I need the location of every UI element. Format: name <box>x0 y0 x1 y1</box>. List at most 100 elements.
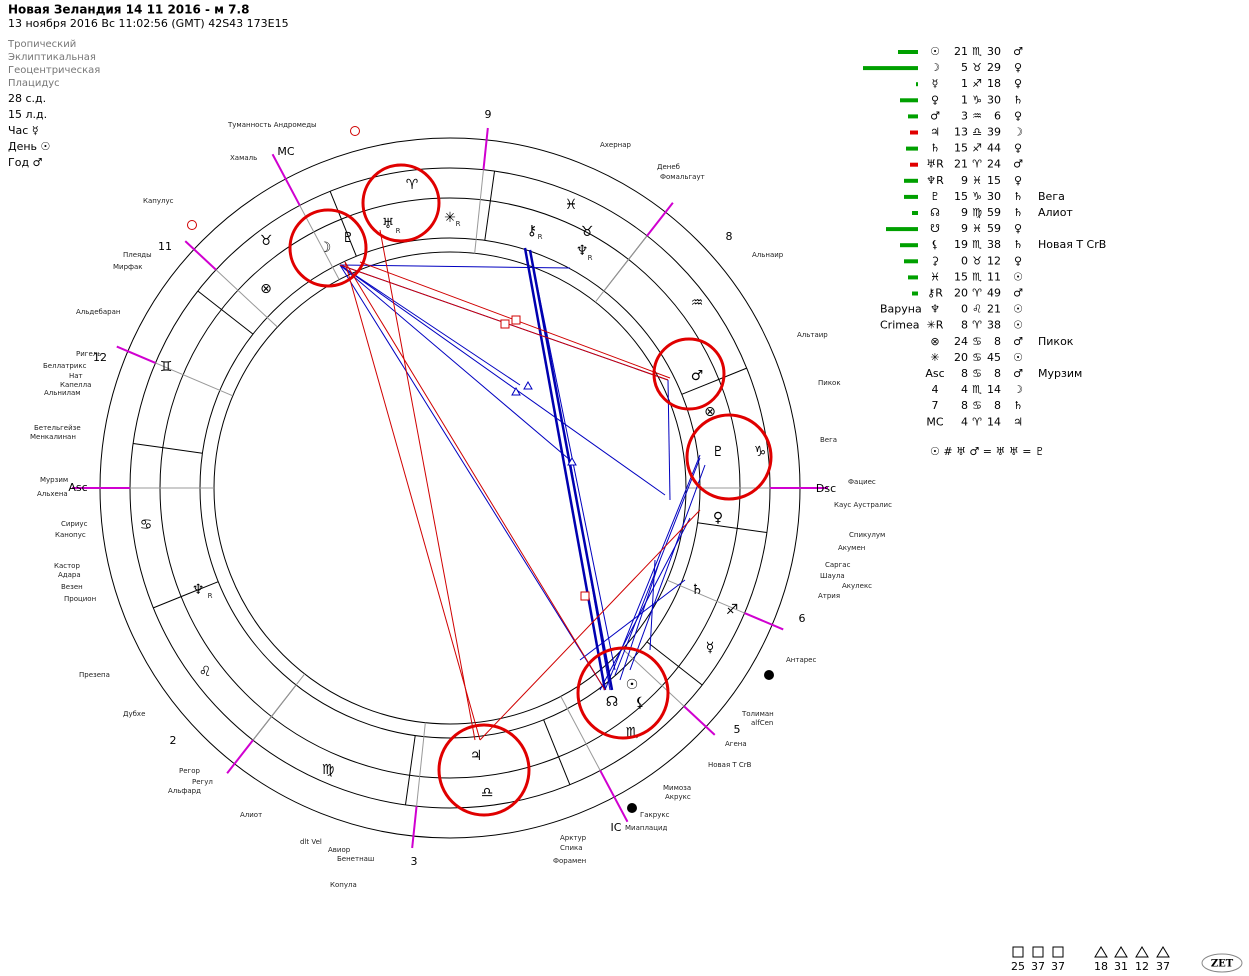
aspect-filter-icon[interactable] <box>1094 946 1108 958</box>
row-sign: ♏ <box>972 383 982 396</box>
logo-frame <box>1201 953 1243 973</box>
house-cusp <box>594 235 648 303</box>
row-min: 49 <box>987 287 1001 300</box>
row-glyph: ☋ <box>930 222 940 235</box>
star-label: Вега <box>820 436 837 444</box>
planet-glyph: ♅ <box>382 216 395 232</box>
strength-bar <box>908 114 918 119</box>
planet-glyph: ♄ <box>691 582 704 598</box>
planet-glyph: R <box>456 220 461 228</box>
house-cusp <box>560 696 601 771</box>
row-sign: ♓ <box>972 222 982 235</box>
strength-bar <box>906 146 918 151</box>
aspect-line <box>528 249 614 691</box>
sign-glyph: ♋ <box>140 517 153 533</box>
row-min: 38 <box>987 319 1001 332</box>
row-deg: 1 <box>961 93 968 106</box>
star-label: Бенетнаш <box>337 855 374 863</box>
row-min: 38 <box>987 238 1001 251</box>
sign-boundary <box>221 309 254 335</box>
row-sign: ♉ <box>972 61 982 74</box>
logo: ZET <box>1211 959 1234 970</box>
wheel-ring <box>159 197 741 779</box>
setting: Плацидус <box>8 78 60 89</box>
row-glyph: ☉ <box>930 45 940 58</box>
setting: Эклиптикальная <box>8 52 96 63</box>
row-min: 8 <box>994 367 1001 380</box>
star-label: Акрукс <box>665 793 691 801</box>
row-ruler: ♃ <box>1013 415 1023 428</box>
subtitle: 13 ноября 2016 Вс 11:02:56 (GMT) 42S43 1… <box>8 17 289 30</box>
row-min: 15 <box>987 174 1001 187</box>
sign-glyph: ♑ <box>754 444 767 460</box>
house-label: 6 <box>799 612 806 625</box>
row-ruler: ☽ <box>1013 126 1023 139</box>
row-ruler: ♀ <box>1014 77 1022 90</box>
row-ruler: ♄ <box>1013 399 1023 412</box>
wheel-ring <box>129 167 771 809</box>
highlight-circle <box>685 413 773 501</box>
house-label: 8 <box>726 230 733 243</box>
planet-glyph: R <box>396 227 401 235</box>
highlight-circle <box>361 163 441 243</box>
row-glyph: ♇ <box>930 190 940 203</box>
aspect-line <box>339 264 521 386</box>
star-label: Шаула <box>820 572 845 580</box>
row-deg: 20 <box>954 351 968 364</box>
house-label: MC <box>277 145 294 158</box>
sign-boundary <box>484 200 491 241</box>
row-glyph: 4 <box>932 383 939 396</box>
star-label: Презепа <box>79 671 110 679</box>
star-label: Алиот <box>240 811 262 819</box>
aspect-filter-icon[interactable] <box>1052 946 1064 958</box>
star-label: Атрия <box>818 592 840 600</box>
row-min: 59 <box>987 206 1001 219</box>
aspect-count: 18 <box>1094 960 1108 973</box>
star-label: Мимоза <box>663 784 691 792</box>
row-deg: 19 <box>954 238 968 251</box>
strength-bar <box>863 66 918 71</box>
star-label: Регор <box>179 767 200 775</box>
row-min: 44 <box>987 142 1001 155</box>
info: Час ☿ <box>8 124 39 137</box>
aspect-filter-icon[interactable] <box>1156 946 1170 958</box>
row-sign: ♑ <box>972 190 982 203</box>
marker <box>187 220 197 230</box>
sign-boundary <box>162 447 203 454</box>
aspect-filter-icon[interactable] <box>1135 946 1149 958</box>
aspect-filter-icon[interactable] <box>1012 946 1024 958</box>
aspect-filter-icon[interactable] <box>1114 946 1128 958</box>
row-deg: 15 <box>954 190 968 203</box>
row-sign: ♋ <box>972 367 982 380</box>
sign-glyph: ♊ <box>160 359 173 375</box>
sign-boundary <box>678 666 703 686</box>
row-sign: ♈ <box>972 158 982 171</box>
strength-bar <box>900 98 918 103</box>
star-label: Мурзим <box>40 476 68 484</box>
strength-bar <box>904 178 918 183</box>
wheel-ring <box>199 237 701 739</box>
row-ruler: ♀ <box>1014 254 1022 267</box>
row-min: 11 <box>987 270 1001 283</box>
sign-boundary <box>180 581 219 598</box>
planet-glyph: ♇ <box>342 230 355 246</box>
row-ruler: ♀ <box>1014 109 1022 122</box>
row-sign: ♒ <box>972 109 982 122</box>
row-ruler: ♂ <box>1013 287 1023 300</box>
aspect-line <box>379 229 476 741</box>
row-glyph: ♆R <box>926 174 944 187</box>
planet-glyph: ⚷ <box>527 223 537 239</box>
row-glyph: ♓︎ <box>930 270 940 283</box>
aspect-filter-icon[interactable] <box>1032 946 1044 958</box>
house-cusp <box>155 362 233 397</box>
planet-glyph: ♃ <box>470 748 483 764</box>
row-deg: 9 <box>961 174 968 187</box>
row-min: 21 <box>987 303 1001 316</box>
star-label: Пикок <box>818 379 841 387</box>
planet-glyph: ♆ <box>576 243 589 259</box>
star-label: Везен <box>61 583 83 591</box>
house-cusp-mark <box>599 770 629 823</box>
strength-bar <box>898 50 918 54</box>
row-deg: 13 <box>954 126 968 139</box>
